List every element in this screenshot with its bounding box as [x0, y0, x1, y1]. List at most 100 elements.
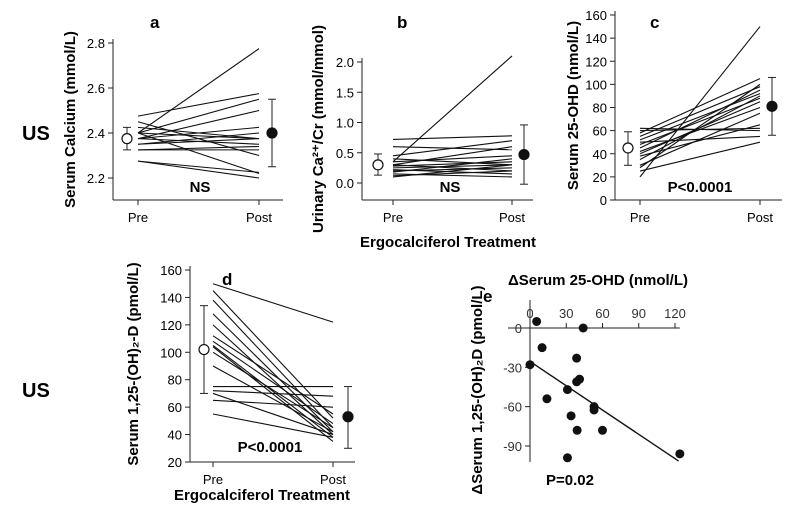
row-label-2: US [22, 380, 50, 402]
panel-label-a: a [150, 13, 160, 32]
subject-line-c [639, 112, 761, 166]
subject-line-d [212, 413, 334, 438]
y-axis-label-a: Serum Calcium (mmol/L) [62, 31, 79, 208]
subject-line-a [137, 160, 260, 173]
subject-line-d [212, 313, 334, 433]
mean-marker-post-a [266, 127, 278, 139]
mean-marker-pre-c [622, 142, 634, 154]
y-tick-label-d: 140 [160, 290, 182, 305]
subject-line-d [212, 399, 334, 408]
subject-line-c [639, 89, 761, 149]
panel-label-e: e [483, 287, 492, 306]
subject-line-d [212, 392, 334, 436]
subject-line-b [392, 164, 513, 178]
y-tick-label-a: 2.6 [87, 81, 105, 96]
y-tick-label-c: 100 [585, 77, 607, 92]
y-tick-label-d: 120 [160, 318, 182, 333]
significance-e: P=0.02 [546, 472, 594, 489]
subject-line-b [392, 135, 513, 140]
subject-line-c [639, 127, 761, 132]
shared-xlabel: Ergocalciferol Treatment [360, 234, 536, 251]
subject-line-c [639, 86, 761, 137]
y-tick-label-d: 160 [160, 263, 182, 278]
subject-line-a [137, 138, 260, 145]
y-tick-label-b: 1.5 [336, 85, 354, 100]
y-tick-label-c: 120 [585, 54, 607, 69]
y-tick-label-a: 2.8 [87, 36, 105, 51]
subject-line-d [212, 346, 334, 442]
x-tick-label-b: Post [499, 210, 525, 225]
data-point-e [575, 374, 585, 384]
y-tick-label-c: 60 [593, 124, 607, 139]
mean-marker-post-d [342, 411, 354, 423]
subject-line-c [639, 26, 761, 178]
x-tick-label-d: Post [320, 472, 346, 487]
subject-line-a [137, 132, 260, 145]
subject-line-a [137, 109, 260, 140]
panel-d-xlabel: Ergocalciferol Treatment [174, 487, 350, 504]
y-tick-label-c: 40 [593, 147, 607, 162]
data-point-e [675, 449, 685, 459]
y-tick-label-d: 40 [168, 428, 182, 443]
x-tick-label-e: 120 [664, 306, 686, 321]
y-tick-label-c: 160 [585, 8, 607, 23]
significance-d: P<0.0001 [238, 439, 303, 456]
data-point-e [572, 425, 582, 435]
y-tick-label-e: -60 [503, 400, 522, 415]
mean-marker-post-c [766, 100, 778, 112]
panel-label-d: d [222, 270, 232, 289]
y-tick-label-b: 1.0 [336, 116, 354, 131]
y-axis-label-e: ΔSerum 1,25-(OH)₂D (pmol/L) [469, 285, 486, 494]
y-tick-label-d: 100 [160, 345, 182, 360]
y-tick-label-a: 2.2 [87, 171, 105, 186]
y-axis-label-d: Serum 1,25-(OH)₂-D (pmol/L) [125, 262, 142, 465]
y-tick-label-c: 20 [593, 170, 607, 185]
data-point-e [542, 394, 552, 404]
panel-label-b: b [397, 13, 407, 32]
data-point-e [525, 360, 535, 370]
subject-line-b [392, 164, 513, 169]
x-tick-label-a: Post [246, 210, 272, 225]
y-tick-label-c: 80 [593, 101, 607, 116]
x-tick-label-e: 60 [595, 306, 609, 321]
row-label-1: US [22, 123, 50, 145]
subject-line-a [137, 160, 260, 179]
mean-marker-pre-a [121, 133, 133, 145]
data-point-e [562, 385, 572, 395]
x-tick-label-e: 90 [632, 306, 646, 321]
y-tick-label-e: 0 [515, 321, 522, 336]
x-tick-label-d: Pre [203, 472, 223, 487]
y-tick-label-e: -30 [503, 360, 522, 375]
significance-c: P<0.0001 [668, 179, 733, 196]
x-tick-label-b: Pre [383, 210, 403, 225]
data-point-e [572, 353, 582, 363]
mean-marker-post-b [518, 148, 530, 161]
data-point-e [562, 453, 572, 463]
subject-line-a [137, 93, 260, 117]
y-tick-label-d: 60 [168, 400, 182, 415]
subject-line-c [639, 141, 761, 172]
data-point-e [598, 425, 607, 435]
x-tick-label-a: Pre [128, 210, 148, 225]
significance-a: NS [190, 179, 211, 196]
y-tick-label-b: 0.0 [336, 176, 354, 191]
y-axis-label-b: Urinary Ca²⁺/Cr (mmol/mmol) [310, 25, 327, 233]
subject-line-a [137, 126, 260, 140]
y-tick-label-b: 2.0 [336, 55, 354, 70]
y-tick-label-d: 80 [168, 373, 182, 388]
subject-line-a [137, 48, 260, 134]
subject-line-a [137, 145, 260, 151]
subject-line-d [212, 283, 334, 323]
x-tick-label-e: 30 [559, 306, 573, 321]
subject-line-b [392, 158, 513, 173]
mean-marker-pre-b [372, 159, 384, 171]
subject-line-d [212, 365, 334, 433]
data-point-e [566, 411, 576, 421]
y-tick-label-d: 20 [168, 455, 182, 470]
subject-line-b [392, 55, 513, 163]
mean-marker-pre-d [198, 343, 210, 356]
subject-line-b [392, 146, 513, 166]
subject-line-d [212, 390, 334, 397]
subject-line-d [212, 351, 334, 429]
